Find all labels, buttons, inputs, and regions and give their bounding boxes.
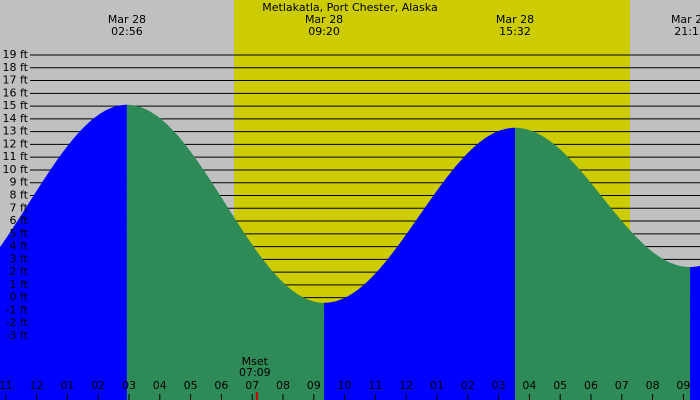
hour-label: 06 bbox=[214, 379, 228, 392]
y-tick-label: 13 ft bbox=[3, 125, 29, 138]
y-tick-label: 2 ft bbox=[10, 265, 29, 278]
hour-label: 05 bbox=[184, 379, 198, 392]
hour-label: 03 bbox=[492, 379, 506, 392]
y-tick-label: 11 ft bbox=[3, 150, 29, 163]
y-tick-label: 16 ft bbox=[3, 86, 29, 99]
extreme-date: Mar 28 bbox=[108, 13, 146, 26]
y-tick-label: 7 ft bbox=[10, 201, 29, 214]
y-tick-label: 1 ft bbox=[10, 278, 29, 291]
hour-label: 02 bbox=[461, 379, 475, 392]
y-tick-label: 17 ft bbox=[3, 74, 29, 87]
y-tick-label: 8 ft bbox=[10, 189, 29, 202]
y-tick-label: 9 ft bbox=[10, 176, 29, 189]
hour-label: 01 bbox=[60, 379, 74, 392]
hour-label: 06 bbox=[584, 379, 598, 392]
hour-label: 11 bbox=[0, 379, 13, 392]
moon-time: 07:09 bbox=[239, 366, 271, 379]
extreme-date: Mar 28 bbox=[671, 13, 700, 26]
y-tick-label: 10 ft bbox=[3, 163, 29, 176]
hour-label: 12 bbox=[30, 379, 44, 392]
y-tick-label: 19 ft bbox=[3, 48, 29, 61]
hour-label: 11 bbox=[368, 379, 382, 392]
extreme-time: 02:56 bbox=[111, 25, 143, 38]
rising-tide bbox=[690, 265, 700, 400]
hour-label: 09 bbox=[676, 379, 690, 392]
extreme-time: 09:20 bbox=[308, 25, 340, 38]
y-tick-label: 6 ft bbox=[10, 214, 29, 227]
y-tick-label: 12 ft bbox=[3, 137, 29, 150]
rising-tide bbox=[324, 127, 516, 400]
hour-label: 08 bbox=[646, 379, 660, 392]
y-tick-label: 4 ft bbox=[10, 240, 29, 253]
hour-label: 10 bbox=[338, 379, 352, 392]
y-tick-label: 18 ft bbox=[3, 61, 29, 74]
extreme-date: Mar 28 bbox=[496, 13, 534, 26]
y-tick-label: -1 ft bbox=[6, 303, 29, 316]
hour-label: 02 bbox=[91, 379, 105, 392]
hour-label: 07 bbox=[615, 379, 629, 392]
falling-tide bbox=[126, 104, 325, 400]
y-tick-label: 0 ft bbox=[10, 291, 29, 304]
hour-label: 09 bbox=[307, 379, 321, 392]
hour-label: 03 bbox=[122, 379, 136, 392]
moon-label: Mset bbox=[242, 355, 269, 368]
extreme-time: 21:13 bbox=[674, 25, 700, 38]
hour-label: 04 bbox=[522, 379, 536, 392]
y-tick-label: -2 ft bbox=[6, 316, 29, 329]
hour-label: 08 bbox=[276, 379, 290, 392]
y-tick-label: -3 ft bbox=[6, 329, 29, 342]
hour-label: 05 bbox=[553, 379, 567, 392]
extreme-date: Mar 28 bbox=[305, 13, 343, 26]
y-tick-label: 15 ft bbox=[3, 99, 29, 112]
extreme-time: 15:32 bbox=[499, 25, 531, 38]
hour-label: 07 bbox=[245, 379, 259, 392]
y-tick-label: 3 ft bbox=[10, 252, 29, 265]
rising-tide bbox=[0, 104, 127, 400]
y-tick-label: 14 ft bbox=[3, 112, 29, 125]
hour-label: 04 bbox=[153, 379, 167, 392]
y-tick-label: 5 ft bbox=[10, 227, 29, 240]
chart-title: Metlakatla, Port Chester, Alaska bbox=[262, 1, 437, 14]
hour-label: 12 bbox=[399, 379, 413, 392]
falling-tide bbox=[515, 127, 691, 400]
hour-label: 01 bbox=[430, 379, 444, 392]
